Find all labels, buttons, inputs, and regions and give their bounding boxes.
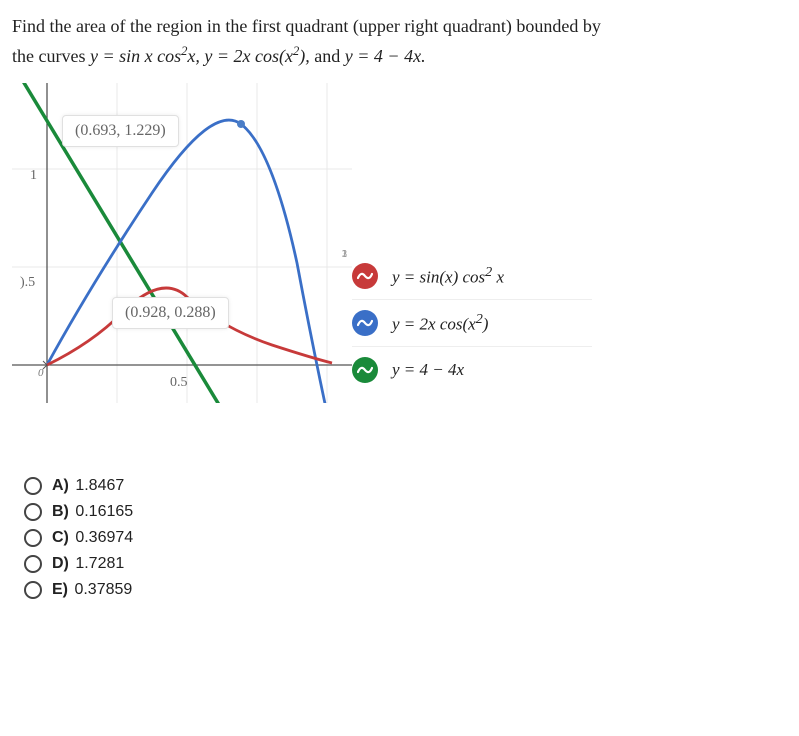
radio-icon[interactable] xyxy=(24,529,42,547)
legend-formula: y = 4 − 4x xyxy=(392,360,464,380)
answer-label: D) 1.7281 xyxy=(52,555,124,573)
y-axis-label-1: 1 xyxy=(30,168,37,184)
question-text: Find the area of the region in the first… xyxy=(12,12,787,71)
answer-label: A) 1.8467 xyxy=(52,477,124,495)
answer-option[interactable]: A) 1.8467 xyxy=(24,477,787,495)
legend-row: 3 y = 4 − 4x xyxy=(352,347,592,393)
question-line2-pre: the curves xyxy=(12,46,90,66)
intersection-point xyxy=(237,120,245,128)
radio-icon[interactable] xyxy=(24,581,42,599)
legend-row: 2 y = 2x cos(x2) xyxy=(352,300,592,347)
eq1: y = sin x cos xyxy=(90,46,181,66)
legend-row: 1 y = sin(x) cos2 x xyxy=(352,253,592,300)
graph-area: 0 1 ).5 (0.693, 1.229) (0.928, 0.288) 0.… xyxy=(12,83,512,453)
eq3-pre: and xyxy=(314,46,345,66)
legend: 1 y = sin(x) cos2 x2 y = 2x cos(x2)3 y =… xyxy=(352,253,592,393)
wave-icon xyxy=(352,357,378,383)
answer-label: E) 0.37859 xyxy=(52,581,132,599)
answer-list: A) 1.8467 B) 0.16165 C) 0.36974 D) 1.728… xyxy=(12,477,787,599)
answer-label: B) 0.16165 xyxy=(52,503,133,521)
answer-option[interactable]: E) 0.37859 xyxy=(24,581,787,599)
point-label-1: (0.693, 1.229) xyxy=(62,115,179,147)
answer-option[interactable]: B) 0.16165 xyxy=(24,503,787,521)
wave-icon xyxy=(352,310,378,336)
radio-icon[interactable] xyxy=(24,555,42,573)
point-label-2: (0.928, 0.288) xyxy=(112,297,229,329)
answer-label: C) 0.36974 xyxy=(52,529,133,547)
y-axis-label-p5: ).5 xyxy=(20,275,35,291)
question-line1: Find the area of the region in the first… xyxy=(12,16,601,36)
wave-icon xyxy=(352,263,378,289)
legend-number: 3 xyxy=(342,249,352,260)
legend-formula: y = sin(x) cos2 x xyxy=(392,264,504,288)
answer-option[interactable]: D) 1.7281 xyxy=(24,555,787,573)
eq2: y = 2x cos(x xyxy=(204,46,293,66)
answer-option[interactable]: C) 0.36974 xyxy=(24,529,787,547)
eq1-post: x, xyxy=(187,46,200,66)
radio-icon[interactable] xyxy=(24,477,42,495)
x-axis-label-half: 0.5 xyxy=(170,375,188,391)
eq2-post: ), xyxy=(299,46,310,66)
eq3: y = 4 − 4x. xyxy=(345,46,426,66)
legend-formula: y = 2x cos(x2) xyxy=(392,311,488,335)
radio-icon[interactable] xyxy=(24,503,42,521)
origin-label: 0 xyxy=(38,367,44,379)
